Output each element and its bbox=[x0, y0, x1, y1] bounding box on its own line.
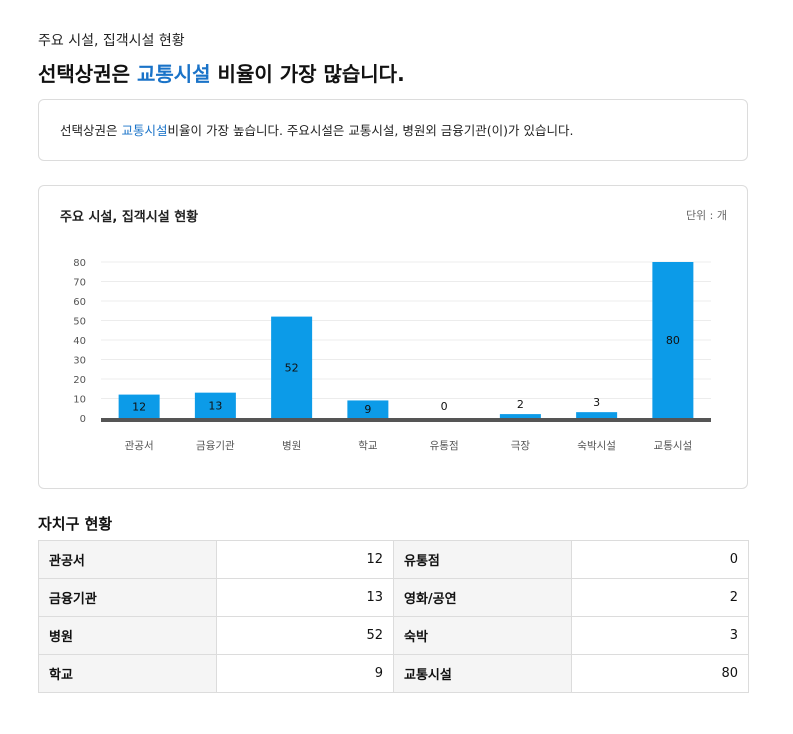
x-tick-label: 관공서 bbox=[125, 440, 154, 452]
table-row: 금융기관 13 영화/공연 2 bbox=[38, 578, 749, 617]
y-tick-label: 30 bbox=[73, 356, 86, 367]
bar bbox=[271, 316, 313, 418]
data-label: 2 bbox=[517, 398, 524, 411]
bar bbox=[194, 392, 236, 418]
table-value: 0 bbox=[571, 540, 749, 579]
data-label: 9 bbox=[364, 403, 371, 416]
x-tick-label: 극장 bbox=[511, 440, 531, 452]
chart-card: 주요 시설, 집객시설 현황 단위 : 개 0 10 20 30 40 50 60 70 80 1… bbox=[38, 185, 748, 489]
bar-chart: 0 10 20 30 40 50 60 70 80 12 관공서 13 금융기관 52 병원 9 학교 0 유통점 2… bbox=[73, 258, 711, 452]
table-value: 2 bbox=[571, 578, 749, 617]
x-tick-label: 숙박시설 bbox=[577, 440, 616, 452]
bar bbox=[118, 394, 160, 418]
data-label: 52 bbox=[285, 361, 299, 374]
table-label: 유통점 bbox=[393, 540, 572, 579]
table-value: 3 bbox=[571, 616, 749, 655]
table-value: 52 bbox=[216, 616, 394, 655]
summary-post: 비율이 가장 높습니다. 주요시설은 교통시설, 병원외 금융기관(이)가 있습… bbox=[167, 123, 574, 138]
y-tick-label: 10 bbox=[73, 395, 86, 406]
x-tick-label: 학교 bbox=[358, 440, 378, 452]
summary-pre: 선택상권은 bbox=[60, 123, 122, 138]
chart-unit: 단위 : 개 bbox=[685, 209, 727, 222]
y-tick-label: 70 bbox=[73, 278, 86, 289]
table-label: 금융기관 bbox=[38, 578, 217, 617]
y-tick-label: 60 bbox=[73, 297, 86, 308]
table-row: 관공서 12 유통점 0 bbox=[38, 540, 749, 579]
bar bbox=[652, 262, 694, 418]
table-label: 관공서 bbox=[38, 540, 217, 579]
data-label: 3 bbox=[593, 396, 600, 409]
data-label: 12 bbox=[132, 400, 146, 413]
table-row: 학교 9 교통시설 80 bbox=[38, 654, 749, 693]
y-tick-label: 80 bbox=[73, 258, 86, 269]
headline-pre: 선택상권은 bbox=[38, 62, 137, 86]
table-label: 교통시설 bbox=[393, 654, 572, 693]
y-tick-label: 0 bbox=[80, 414, 86, 425]
y-tick-label: 40 bbox=[73, 336, 86, 347]
bar bbox=[499, 414, 541, 418]
y-tick-label: 50 bbox=[73, 317, 86, 328]
y-tick-label: 20 bbox=[73, 375, 86, 386]
headline-highlight: 교통시설 bbox=[136, 62, 211, 86]
data-label: 13 bbox=[208, 399, 222, 412]
headline-post: 비율이 가장 많습니다. bbox=[210, 62, 405, 86]
x-tick-label: 유통점 bbox=[430, 440, 459, 452]
summary-box: 선택상권은 교통시설비율이 가장 높습니다. 주요시설은 교통시설, 병원외 금… bbox=[38, 99, 748, 161]
x-tick-label: 교통시설 bbox=[654, 440, 693, 452]
table-label: 학교 bbox=[38, 654, 217, 693]
table-value: 13 bbox=[216, 578, 394, 617]
x-tick-label: 금융기관 bbox=[196, 440, 235, 452]
table-value: 9 bbox=[216, 654, 394, 693]
page-headline: 선택상권은 교통시설 비율이 가장 많습니다. bbox=[38, 58, 405, 87]
chart-title: 주요 시설, 집객시설 현황 bbox=[60, 210, 199, 225]
bar bbox=[576, 412, 618, 418]
stats-table: 관공서 12 유통점 0 금융기관 13 영화/공연 2 병원 52 숙박 3 학교 9 교통시설 80 bbox=[38, 540, 749, 693]
page-subtitle: 주요 시설, 집객시설 현황 bbox=[38, 33, 185, 49]
table-row: 병원 52 숙박 3 bbox=[38, 616, 749, 655]
summary-highlight: 교통시설 bbox=[121, 123, 168, 138]
table-label: 숙박 bbox=[393, 616, 572, 655]
table-value: 80 bbox=[571, 654, 749, 693]
table-value: 12 bbox=[216, 540, 394, 579]
table-label: 병원 bbox=[38, 616, 217, 655]
x-tick-label: 병원 bbox=[282, 440, 301, 452]
section-title: 자치구 현황 bbox=[38, 515, 113, 533]
table-label: 영화/공연 bbox=[393, 578, 572, 617]
bar bbox=[347, 400, 389, 418]
data-label: 0 bbox=[441, 400, 448, 413]
data-label: 80 bbox=[666, 334, 680, 347]
